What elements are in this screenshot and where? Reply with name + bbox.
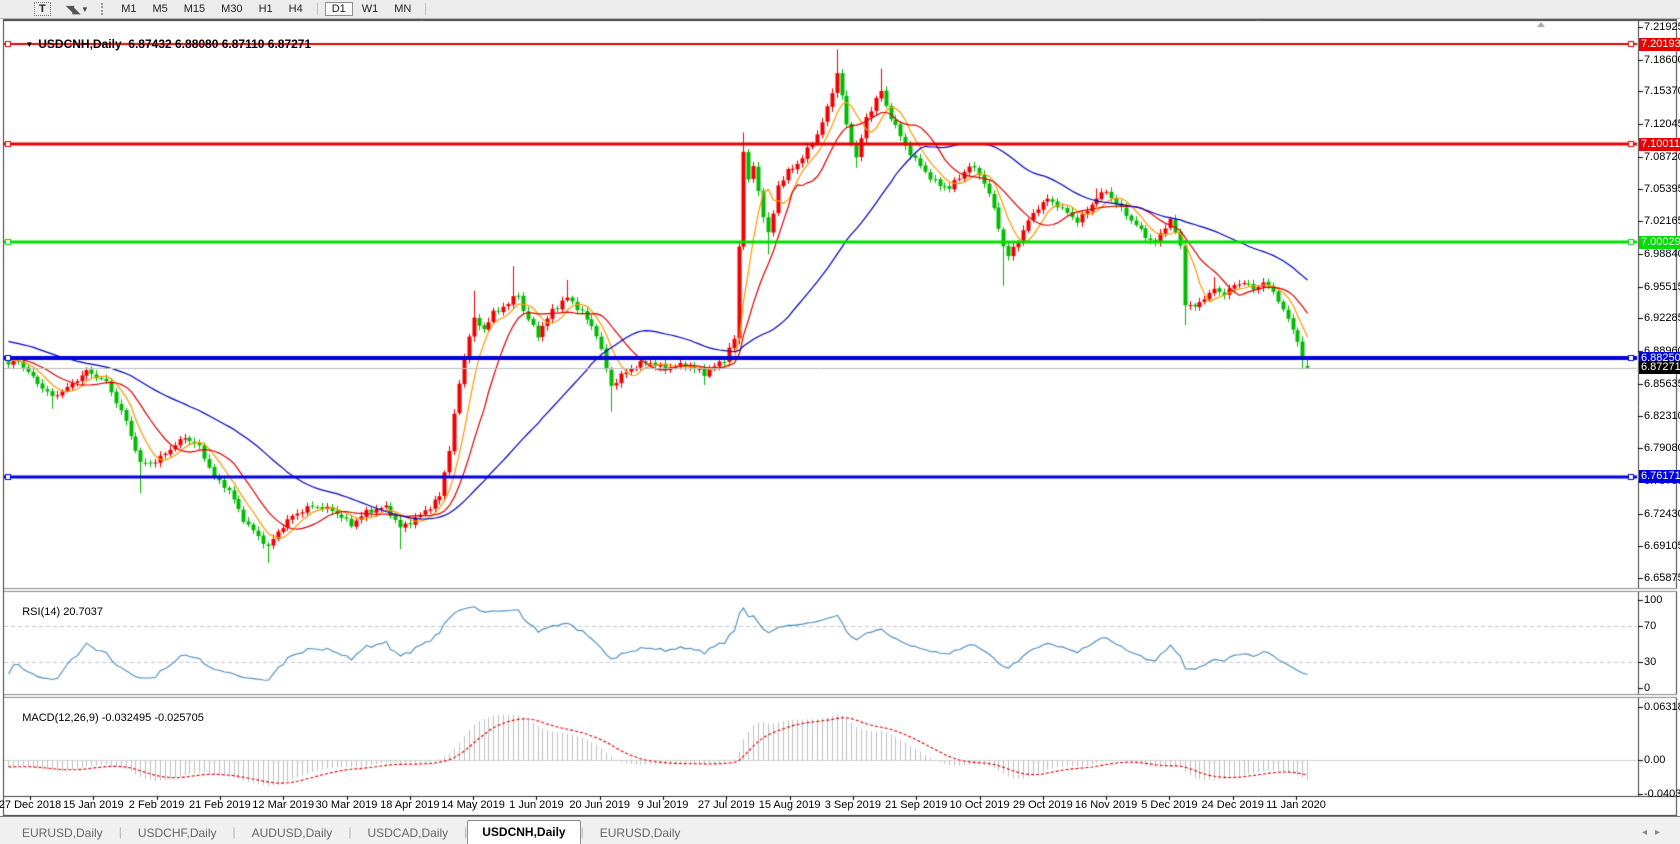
date-axis-label: 27 Jul 2019 — [697, 799, 755, 811]
price-tick-label: 7.05395 — [1644, 183, 1680, 196]
chart-title-ohlc: 6.87432 6.88080 6.87110 6.87271 — [128, 37, 312, 51]
rsi-indicator-label: RSI(14) 20.7037 — [10, 594, 103, 630]
toolbar-separator — [425, 3, 427, 15]
chart-tab-usdchf-1[interactable]: USDCHF,Daily — [137, 826, 217, 840]
price-level-badge: 7.20193 — [1639, 37, 1680, 51]
date-axis-label: 21 Feb 2019 — [189, 799, 251, 811]
macd-indicator-label: MACD(12,26,9) -0.032495 -0.025705 — [10, 700, 204, 736]
rsi-scale-label: 70 — [1644, 620, 1657, 633]
chevron-down-icon[interactable]: ▾ — [82, 3, 88, 14]
chart-tab-eurusd-5[interactable]: EURUSD,Daily — [599, 826, 681, 840]
tab-separator: | — [348, 825, 352, 839]
price-tick-label: 7.08720 — [1644, 150, 1680, 163]
macd-values: -0.032495 -0.025705 — [101, 712, 204, 724]
price-tick-label: 6.98840 — [1644, 247, 1680, 260]
symbol-dropdown-icon[interactable]: ▼ — [25, 40, 34, 49]
tab-scroll-right-icon[interactable]: ▸ — [1654, 827, 1668, 838]
timeframe-button-m30[interactable]: M30 — [221, 3, 243, 15]
timeframe-button-h4[interactable]: H4 — [288, 3, 303, 15]
tab-separator: | — [232, 825, 236, 839]
date-axis-label: 27 Dec 2018 — [0, 799, 62, 811]
timeframe-button-m15[interactable]: M15 — [183, 3, 206, 15]
chart-tab-usdcad-3[interactable]: USDCAD,Daily — [367, 826, 449, 840]
price-tick-label: 6.92285 — [1644, 312, 1680, 325]
timeframe-button-w1[interactable]: W1 — [361, 3, 379, 15]
timeframe-button-m1[interactable]: M1 — [121, 3, 137, 15]
price-tick-label: 6.72430 — [1644, 507, 1680, 520]
text-tool-button[interactable]: T — [34, 2, 51, 16]
tab-scroll-arrows: ◂▸ — [1642, 827, 1668, 844]
chart-tab-audusd-2[interactable]: AUDUSD,Daily — [251, 826, 333, 840]
chart-tab-bar: EURUSD,Daily | USDCHF,Daily | AUDUSD,Daily | U… — [0, 816, 1680, 844]
price-tick-label: 6.65875 — [1644, 572, 1680, 584]
macd-scale-label: 0.063184 — [1644, 701, 1680, 713]
tab-scroll-left-icon[interactable]: ◂ — [1641, 827, 1655, 838]
date-axis-label: 20 Jun 2019 — [569, 799, 630, 811]
timeframe-button-d1[interactable]: D1 — [324, 2, 353, 16]
date-axis-label: 16 Nov 2019 — [1074, 799, 1138, 811]
tab-separator: | — [580, 825, 584, 839]
price-level-badge: 7.00029 — [1639, 235, 1680, 249]
chart-title-symbol: USDCNH,Daily — [38, 37, 122, 51]
macd-scale-label: 0.00 — [1644, 754, 1666, 766]
price-level-badge: 7.10011 — [1639, 137, 1680, 151]
timeframe-button-h1[interactable]: H1 — [258, 3, 273, 15]
toolbar-separator — [316, 3, 318, 15]
toolbar-grip — [101, 3, 107, 15]
macd-name: MACD(12,26,9) — [22, 712, 99, 724]
date-axis-label: 14 May 2019 — [441, 799, 505, 811]
chart-tab-eurusd-0[interactable]: EURUSD,Daily — [22, 826, 103, 840]
date-axis-label: 21 Sep 2019 — [884, 799, 948, 811]
timeframe-button-group: M1 M5 M15 M30 H1 H4 D1 W1 MN — [113, 2, 419, 16]
date-axis-label: 29 Oct 2019 — [1012, 799, 1073, 811]
date-axis-label: 10 Oct 2019 — [949, 799, 1010, 811]
chart-title: ▼ USDCNH,Daily 6.87432 6.88080 6.87110 6.… — [12, 23, 311, 65]
price-tick-label: 6.82310 — [1644, 410, 1680, 423]
timeframe-button-m5[interactable]: M5 — [152, 3, 168, 15]
date-axis-label: 12 Mar 2019 — [252, 799, 315, 811]
date-axis-label: 2 Feb 2019 — [128, 799, 185, 811]
date-axis-label: 1 Jun 2019 — [509, 799, 564, 811]
price-tick-label: 7.18600 — [1644, 53, 1680, 66]
rsi-scale-label: 30 — [1644, 655, 1657, 668]
date-axis-label: 5 Dec 2019 — [1141, 799, 1198, 811]
price-level-badge: 6.76171 — [1639, 470, 1680, 484]
rsi-scale-label: 0 — [1644, 682, 1651, 694]
date-axis-label: 15 Aug 2019 — [758, 799, 821, 811]
date-axis-label: 9 Jul 2019 — [637, 799, 689, 811]
date-axis-label: 3 Sep 2019 — [824, 799, 882, 811]
rsi-name: RSI(14) — [22, 606, 61, 618]
tab-separator: | — [464, 825, 468, 839]
current-price-badge: 6.87271 — [1639, 361, 1680, 375]
date-axis-label: 11 Jan 2020 — [1266, 799, 1326, 811]
price-tick-label: 7.15370 — [1644, 85, 1680, 98]
date-axis-label: 30 Mar 2019 — [315, 799, 378, 811]
chart-tab-usdcnh-4[interactable]: USDCNH,Daily — [467, 820, 581, 844]
date-axis-label: 15 Jan 2019 — [63, 799, 124, 811]
price-tick-label: 7.21925 — [1644, 21, 1680, 33]
price-tick-label: 6.95515 — [1644, 280, 1680, 293]
tab-separator: | — [118, 825, 122, 839]
price-tick-label: 6.69105 — [1644, 540, 1680, 553]
chart-tabs: EURUSD,Daily | USDCHF,Daily | AUDUSD,Daily | U… — [6, 817, 696, 844]
price-tick-label: 6.85635 — [1644, 377, 1680, 390]
top-toolbar: T ◥◣ ▾ M1 M5 M15 M30 H1 H4 D1 W1 MN — [0, 0, 1680, 19]
rsi-scale-label: 100 — [1644, 594, 1663, 606]
rsi-value: 20.7037 — [63, 606, 103, 618]
date-axis-label: 18 Apr 2019 — [380, 799, 440, 811]
macd-scale-label: -0.04035 — [1644, 787, 1680, 800]
date-axis-label: 24 Dec 2019 — [1201, 799, 1264, 811]
cursor-tool-icon[interactable]: ◥◣ — [65, 3, 81, 16]
price-tick-label: 6.79080 — [1644, 442, 1680, 455]
price-tick-label: 7.02165 — [1644, 215, 1680, 228]
price-tick-label: 7.12045 — [1644, 118, 1680, 131]
timeframe-button-mn[interactable]: MN — [394, 3, 412, 15]
